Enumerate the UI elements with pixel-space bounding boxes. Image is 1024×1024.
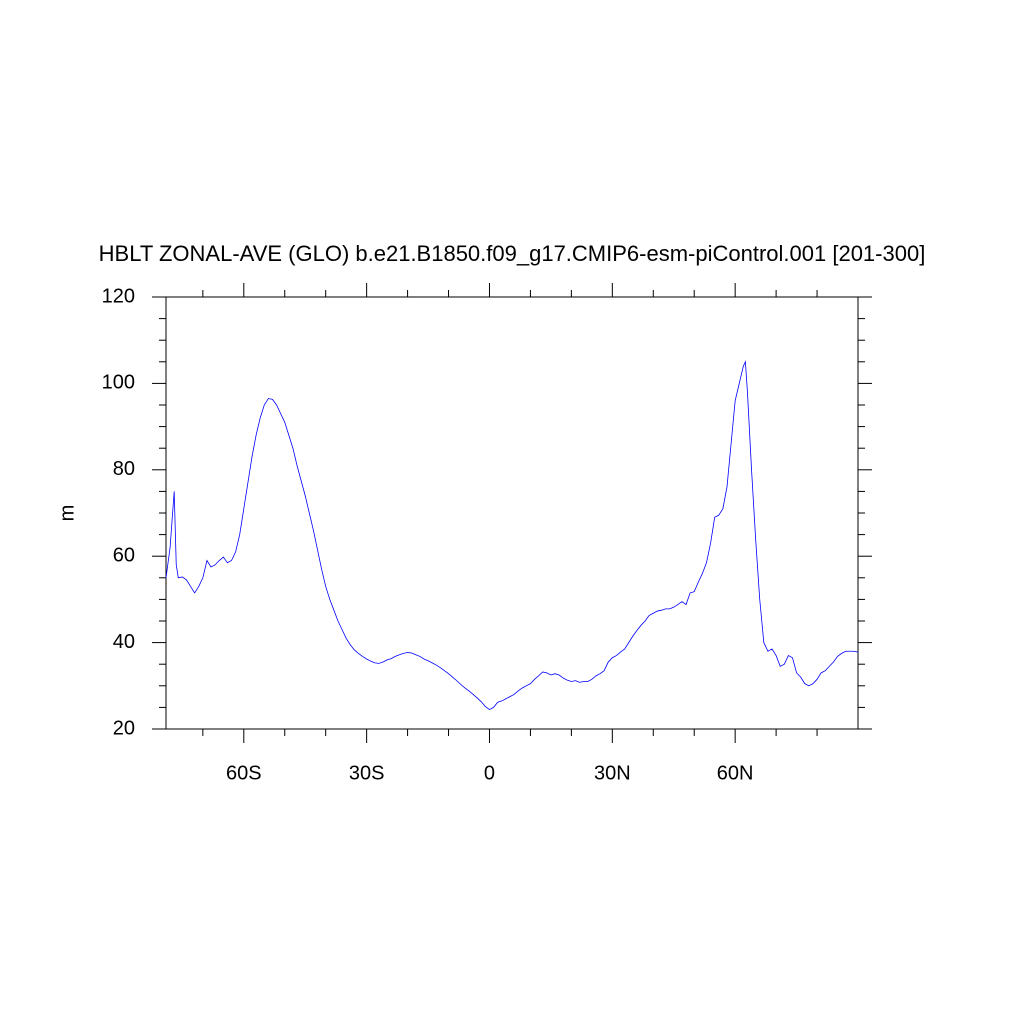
data-line bbox=[165, 360, 859, 711]
chart-title: HBLT ZONAL-AVE (GLO) b.e21.B1850.f09_g17… bbox=[99, 241, 926, 266]
y-tick-label: 80 bbox=[113, 458, 135, 480]
y-tick-label: 20 bbox=[113, 717, 135, 739]
y-tick-label: 100 bbox=[102, 372, 135, 394]
y-tick-label: 60 bbox=[113, 544, 135, 566]
y-axis-label: m bbox=[56, 505, 78, 522]
y-tick-label: 40 bbox=[113, 631, 135, 653]
x-tick-label: 30N bbox=[594, 762, 631, 784]
y-tick-label: 120 bbox=[102, 285, 135, 307]
x-tick-label: 60N bbox=[717, 762, 754, 784]
x-tick-label: 60S bbox=[226, 762, 262, 784]
x-tick-label: 30S bbox=[349, 762, 385, 784]
x-tick-label: 0 bbox=[484, 762, 495, 784]
